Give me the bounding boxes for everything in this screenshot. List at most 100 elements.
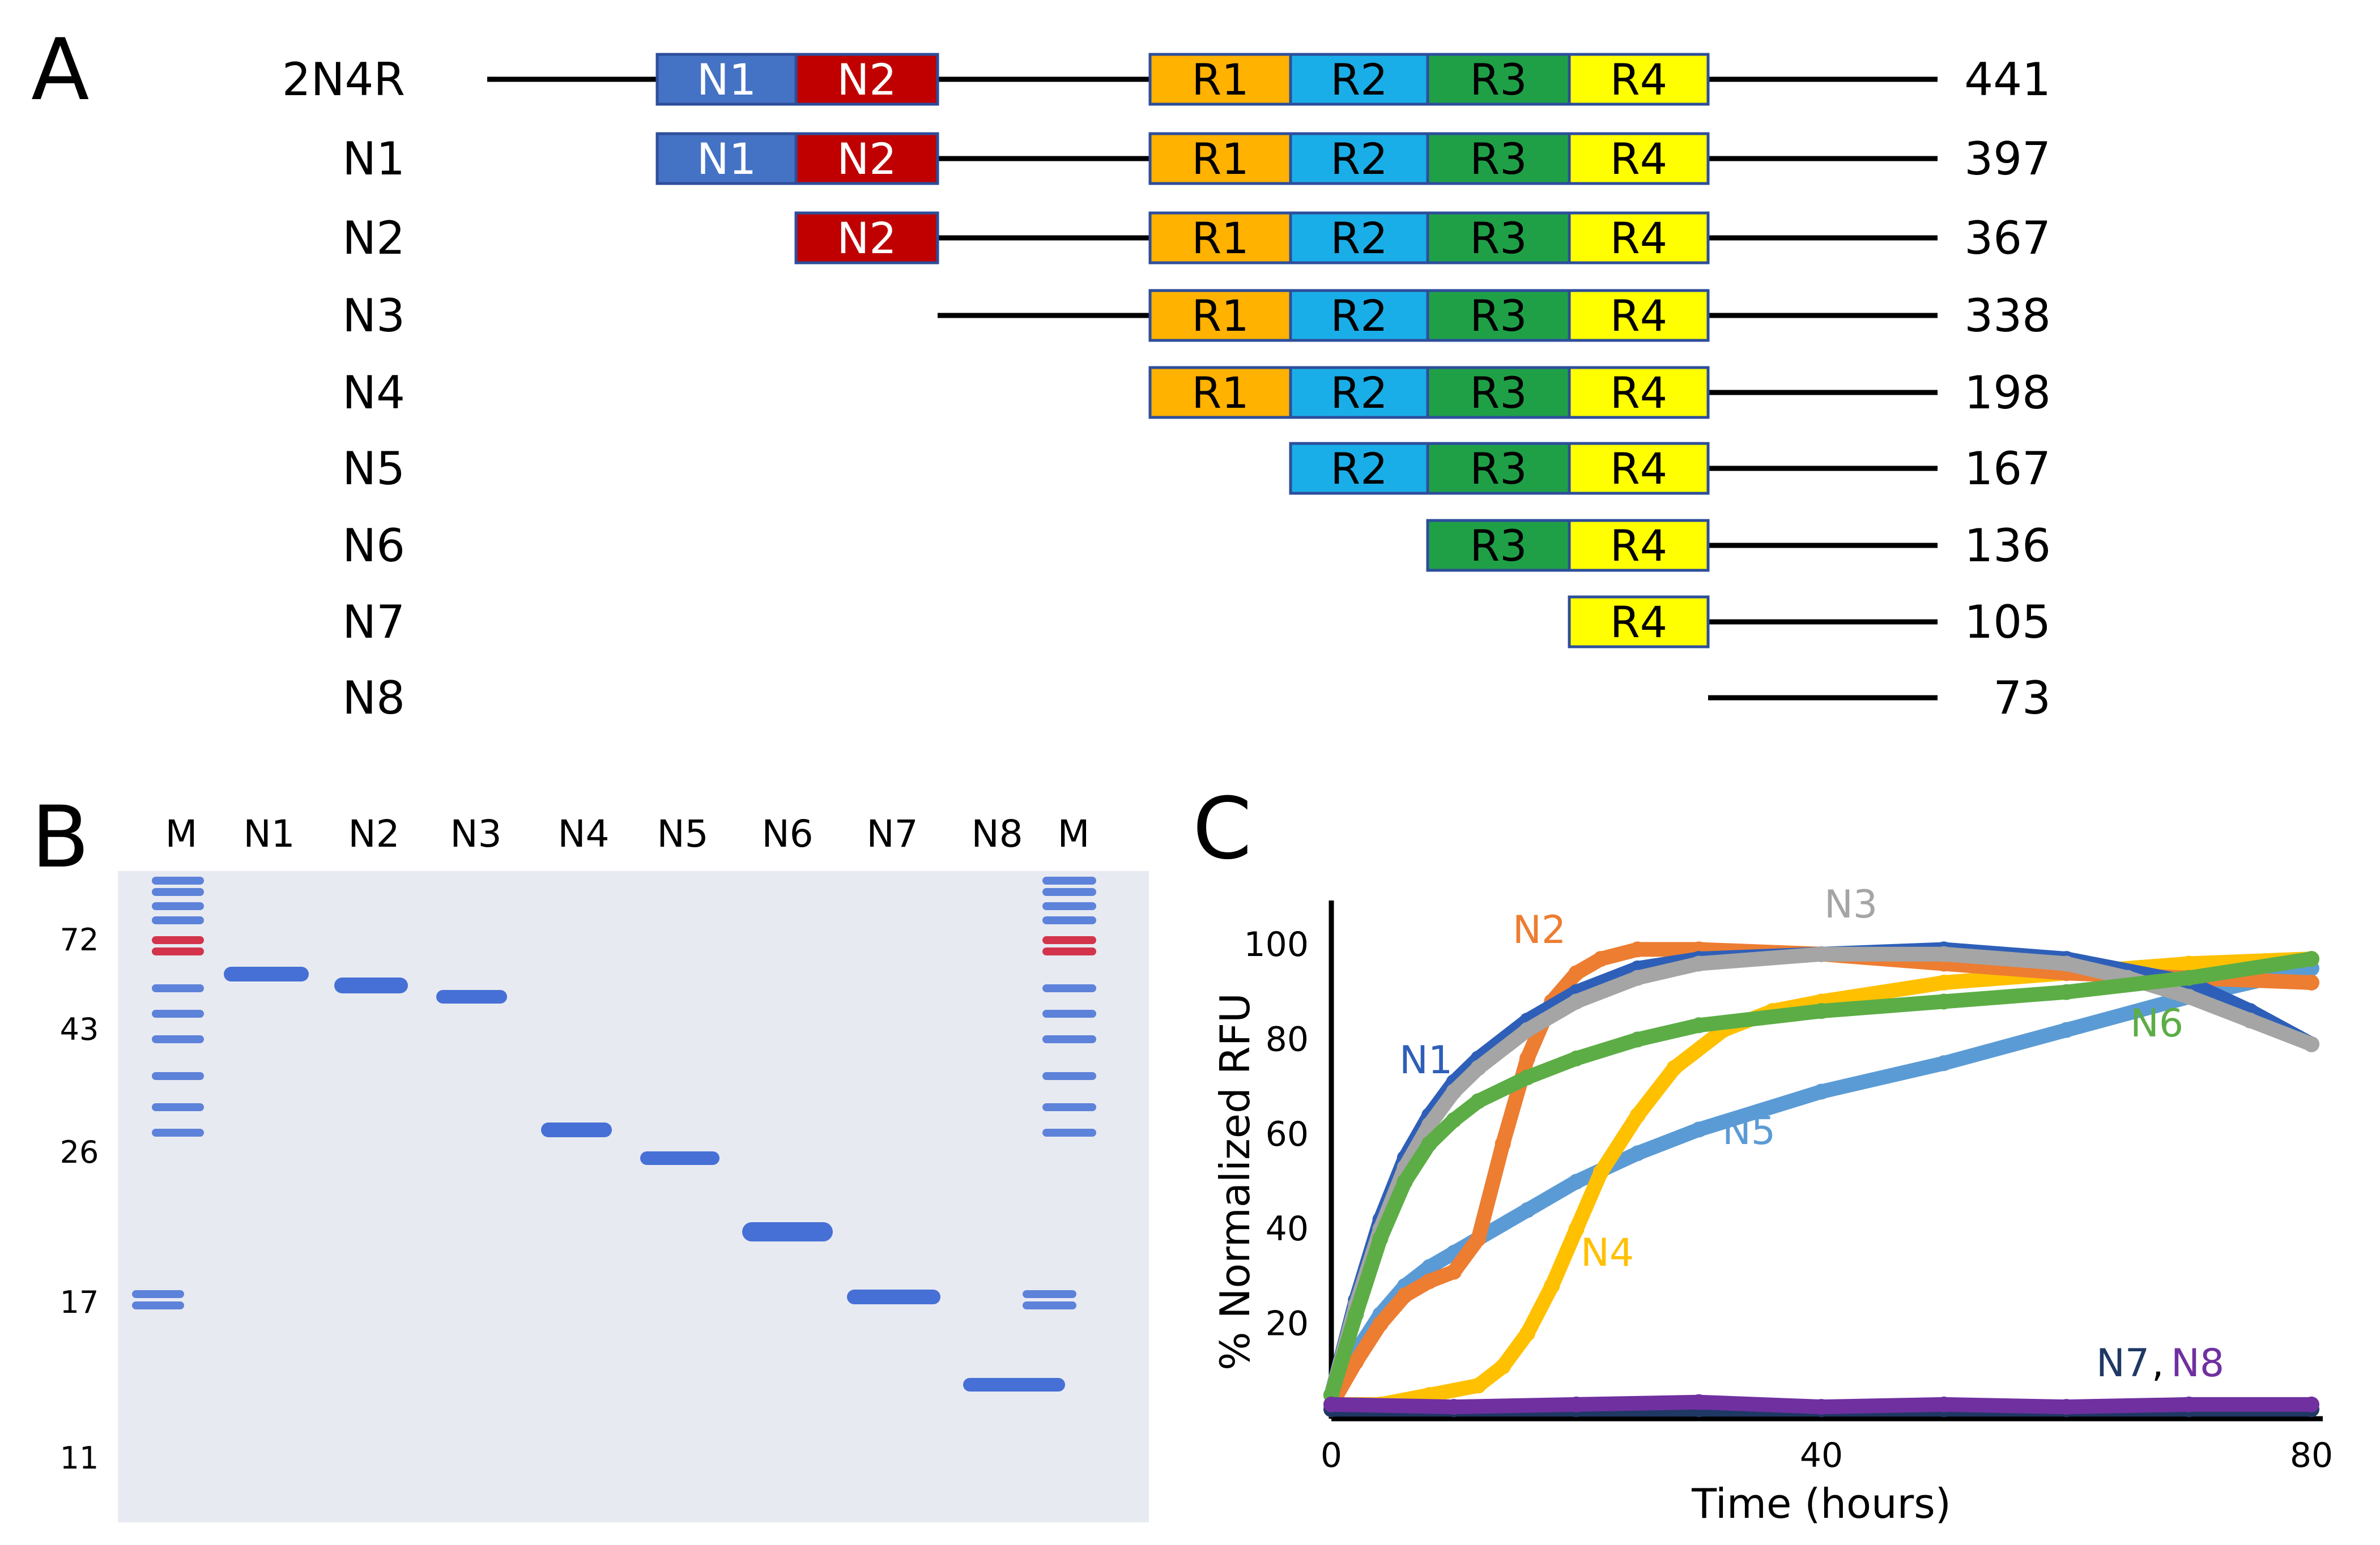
domain-box-2n4r-r1 (1148, 53, 1292, 106)
ladder-band-0-1 (152, 888, 204, 896)
data-point-n3-7 (1519, 1022, 1535, 1038)
domain-box-n1-r2 (1289, 132, 1429, 185)
panel-a-construct-diagram: 2N4R 441 N1 N2 R1 R2 R3 R4 N1 397 N1 N2 R1 R2 R3 R4 N2 36… (282, 53, 2051, 724)
domain-box-n7-r4 (1568, 595, 1710, 648)
data-point-n4-10 (1666, 1060, 1683, 1076)
domain-label-n2-r1: R1 (1191, 213, 1249, 263)
gel-lane-label-m-0: M (165, 812, 198, 856)
ladder-band-0-11 (152, 1129, 204, 1137)
data-point-n3-11 (1813, 946, 1829, 962)
domain-label-n3-r4: R4 (1610, 291, 1667, 341)
data-point-n5-10 (1691, 1121, 1707, 1138)
data-point-n8-3 (1691, 1394, 1707, 1410)
construct-length-n6: 136 (1964, 519, 2051, 572)
ladder-band-0-12 (132, 1290, 184, 1298)
data-point-n5-7 (1519, 1202, 1535, 1218)
domain-label-n5-r3: R3 (1470, 443, 1527, 494)
domain-box-n3-r4 (1568, 289, 1710, 342)
data-point-n2-12 (1629, 941, 1646, 958)
domain-box-n5-r3 (1426, 442, 1571, 495)
series-label-n2: N2 (1513, 908, 1566, 953)
construct-label-n1: N1 (342, 133, 405, 185)
domain-label-2n4r-n1: N1 (697, 54, 756, 105)
domain-box-n4-r2 (1289, 366, 1429, 419)
domain-label-n4-r3: R3 (1470, 368, 1527, 418)
series-label-n6: N6 (2130, 1001, 2183, 1046)
sample-band-n7 (847, 1290, 940, 1304)
ladder-band-1-3 (1042, 916, 1096, 924)
construct-label-n8: N8 (342, 672, 405, 724)
ladder-band-0-8 (152, 1035, 204, 1043)
domain-label-n1-r1: R1 (1191, 134, 1249, 184)
ladder-band-1-7 (1042, 1010, 1096, 1018)
domain-box-n2-r2 (1289, 211, 1429, 264)
data-point-n2-7 (1495, 1136, 1511, 1152)
data-point-n5-12 (1936, 1055, 1952, 1072)
data-point-n2-8 (1519, 1050, 1535, 1066)
ladder-band-1-4 (1042, 936, 1096, 944)
data-point-n6-3 (1397, 1173, 1413, 1190)
data-point-n3-4 (1421, 1117, 1437, 1133)
series-line-n4 (1324, 951, 2319, 1412)
domain-label-n3-r3: R3 (1470, 291, 1527, 341)
domain-label-2n4r-r1: R1 (1191, 54, 1249, 105)
mw-marker-43: 43 (60, 1011, 99, 1047)
data-point-n6-14 (2181, 970, 2197, 986)
domain-label-2n4r-n2: N2 (837, 54, 896, 105)
x-axis-title: Time (hours) (1691, 1480, 1951, 1527)
ladder-band-1-8 (1042, 1035, 1096, 1043)
x-tick-label-40: 40 (1800, 1436, 1843, 1475)
ladder-band-1-6 (1042, 984, 1096, 992)
gel-lane-label-n1-1: N1 (243, 812, 295, 856)
data-point-n6-2 (1372, 1230, 1389, 1247)
domain-box-n4-r1 (1148, 366, 1292, 419)
sample-band-n5 (640, 1151, 719, 1165)
series-label-n7: N7 (2096, 1341, 2149, 1386)
domain-label-n6-r3: R3 (1470, 520, 1527, 571)
series-label-n5: N5 (1722, 1109, 1776, 1154)
domain-box-n2-r4 (1568, 211, 1710, 264)
gel-lane-label-n7-7: N7 (866, 812, 918, 856)
series-label-n4: N4 (1581, 1231, 1634, 1275)
data-point-n3-5 (1446, 1083, 1462, 1100)
domain-label-n1-n1: N1 (697, 134, 756, 184)
domain-label-n4-r1: R1 (1191, 368, 1249, 418)
ladder-band-1-9 (1042, 1072, 1096, 1080)
gel-lane-label-n2-2: N2 (348, 812, 399, 856)
construct-length-n4: 198 (1964, 366, 2051, 419)
gel-lane-label-n8-8: N8 (971, 812, 1023, 856)
y-tick-label-60: 60 (1266, 1115, 1309, 1154)
ladder-band-1-12 (1023, 1290, 1076, 1298)
data-point-n4-5 (1519, 1325, 1535, 1342)
ladder-band-0-0 (152, 877, 204, 885)
data-point-n6-1 (1348, 1306, 1364, 1322)
construct-length-n5: 167 (1964, 442, 2051, 495)
data-point-n5-4 (1421, 1259, 1437, 1275)
ladder-band-0-9 (152, 1072, 204, 1080)
data-point-n8-0 (1323, 1396, 1339, 1412)
ladder-band-0-7 (152, 1010, 204, 1018)
series-label-n3: N3 (1824, 882, 1877, 927)
data-point-n2-3 (1397, 1287, 1413, 1304)
construct-label-n5: N5 (342, 442, 405, 495)
domain-label-n2-r3: R3 (1470, 213, 1527, 263)
domain-label-n1-n2: N2 (837, 134, 896, 184)
domain-box-n2-n2 (794, 211, 939, 264)
domain-box-n6-r3 (1426, 519, 1571, 572)
data-point-n3-9 (1629, 970, 1646, 986)
sample-band-n3 (436, 990, 507, 1004)
data-point-n2-11 (1593, 951, 1609, 967)
sample-band-n8 (963, 1378, 1065, 1392)
domain-box-n1-n1 (655, 132, 798, 185)
ladder-band-0-5 (152, 948, 204, 955)
domain-box-n5-r2 (1289, 442, 1429, 495)
data-point-n5-8 (1568, 1173, 1585, 1190)
data-point-n6-6 (1470, 1093, 1487, 1109)
gel-lane-label-m-9: M (1058, 812, 1090, 856)
domain-box-n2-r3 (1426, 211, 1571, 264)
domain-label-n2-r4: R4 (1610, 213, 1667, 263)
construct-label-n4: N4 (342, 366, 405, 419)
construct-length-n1: 397 (1964, 133, 2051, 185)
domain-label-2n4r-r2: R2 (1330, 54, 1387, 105)
panel-b-letter: B (31, 788, 90, 887)
